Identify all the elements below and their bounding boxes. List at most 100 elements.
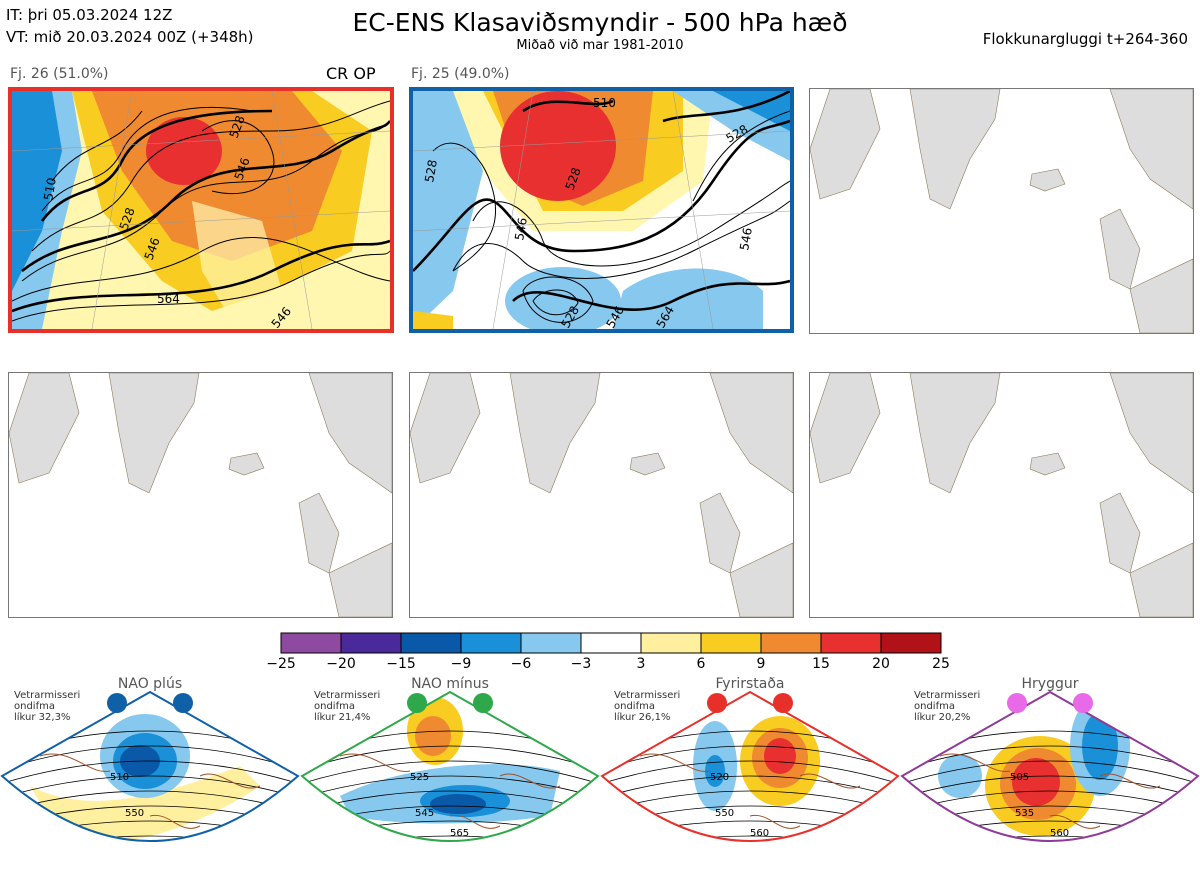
contour-label: 550 [715, 808, 734, 819]
regime-panel: Vetrarmisseri ondifma líkur 26,1% Fyrirstað… [600, 676, 900, 871]
height-contour [600, 851, 900, 868]
height-contour [902, 835, 1198, 841]
empty-map-panel [809, 372, 1194, 618]
colorbar-tick-label: 6 [696, 656, 706, 672]
anomaly-negative [1082, 712, 1118, 780]
regime-note-line: Vetrarmisseri [14, 690, 81, 701]
regime-border [0, 690, 300, 842]
regime-note-line: Vetrarmisseri [614, 690, 681, 701]
colorbar-swatch [640, 632, 702, 654]
regime-map: 510 550 [0, 690, 300, 868]
regime-border [300, 690, 600, 842]
regime-title: Fyrirstaða [715, 676, 785, 692]
regime-note-line: ondifma [314, 701, 355, 712]
regime-map: 505 535 560 [900, 690, 1200, 868]
colorbar-swatch [460, 632, 522, 654]
cluster-2-label: Fj. 25 (49.0%) [411, 66, 510, 82]
height-contour [2, 835, 298, 841]
colorbar-swatch [580, 632, 642, 654]
regime-note: Vetrarmisseri ondifma líkur 21,4% [314, 690, 380, 723]
height-contour [300, 851, 600, 868]
regime-indicator-dot [1073, 693, 1093, 713]
height-contour [902, 775, 1198, 799]
anomaly-positive [415, 716, 451, 756]
regime-note-line: Vetrarmisseri [314, 690, 381, 701]
coastline [339, 753, 561, 829]
contour-label: 520 [710, 772, 729, 783]
header-info: IT: þri 05.03.2024 12Z VT: mið 20.03.202… [6, 4, 254, 48]
regime-note-line: líkur 32,3% [14, 712, 71, 723]
anomaly-positive [1012, 758, 1060, 806]
initial-time: IT: þri 05.03.2024 12Z [6, 6, 173, 24]
height-contour [602, 775, 898, 799]
regime-note-line: ondifma [614, 701, 655, 712]
regime-field [300, 697, 600, 868]
colorbar-swatch [760, 632, 822, 654]
contour-label: 505 [1010, 772, 1029, 783]
contour-label: 545 [415, 808, 434, 819]
land-outline [810, 373, 1193, 617]
height-contour [2, 775, 298, 799]
regime-title: Hryggur [1021, 676, 1079, 692]
regime-note: Vetrarmisseri ondifma líkur 20,2% [914, 690, 980, 723]
height-contour [0, 851, 300, 868]
height-contour [602, 760, 898, 785]
page-title: EC-ENS Klasaviðsmyndir - 500 hPa hæð [352, 8, 848, 37]
regime-indicator-dot [773, 693, 793, 713]
regime-indicator-dot [1007, 693, 1027, 713]
height-contour [302, 790, 598, 813]
regime-note-line: ondifma [914, 701, 955, 712]
coastline [639, 753, 861, 829]
height-contour [602, 835, 898, 841]
valid-time: VT: mið 20.03.2024 00Z (+348h) [6, 28, 254, 46]
contour-label: 525 [410, 772, 429, 783]
colorbar-tick-label: −3 [570, 656, 592, 672]
anomaly-negative [1014, 850, 1046, 862]
cluster-1-map: 528 546 528 546 564 546 510 [8, 87, 394, 333]
anomaly-positive [30, 766, 260, 841]
colorbar-tick-label: −25 [266, 656, 296, 672]
anomaly-negative [430, 794, 486, 814]
contour-label: 535 [1015, 808, 1034, 819]
height-contour [900, 851, 1200, 868]
regime-indicator-dot [407, 693, 427, 713]
contour-label: 560 [750, 828, 769, 839]
colorbar-tick-label: 20 [872, 656, 890, 672]
regime-note: Vetrarmisseri ondifma líkur 26,1% [614, 690, 680, 723]
colorbar-tick-label: −6 [510, 656, 532, 672]
height-contour [602, 745, 898, 771]
regime-field [600, 716, 900, 868]
cluster-1-label: Fj. 26 (51.0%) [10, 66, 109, 82]
regime-indicator-dot [173, 693, 193, 713]
svg-text:564: 564 [157, 292, 180, 306]
contour-label: 510 [110, 772, 129, 783]
regime-panel: Vetrarmisseri ondifma líkur 32,3% NAO plús 5… [0, 676, 300, 871]
colorbar-tick-label: 3 [636, 656, 646, 672]
cluster-1-tag: CR OP [326, 64, 376, 83]
land-outline [810, 89, 1193, 333]
page-subtitle: Miðað við mar 1981-2010 [516, 38, 684, 53]
regime-field [0, 714, 300, 868]
colorbar-swatch [520, 632, 582, 654]
regime-note-line: ondifma [14, 701, 55, 712]
regime-border [900, 690, 1200, 842]
empty-map-panel [409, 372, 794, 618]
regime-indicator-dot [473, 693, 493, 713]
contour-label: 565 [450, 828, 469, 839]
colorbar-tick-label: −20 [326, 656, 356, 672]
svg-text:528: 528 [422, 159, 440, 184]
anomaly-positive [764, 738, 796, 774]
cluster-2-map: 510 528 528 546 528 546 528 546 564 [409, 87, 794, 333]
regime-map: 520 550 560 [600, 690, 900, 868]
colorbar-swatch [340, 632, 402, 654]
land-outline [410, 373, 793, 617]
contour-label: 550 [125, 808, 144, 819]
regime-title: NAO mínus [411, 676, 489, 692]
regime-map: 525 545 565 [300, 690, 600, 868]
regime-note: Vetrarmisseri ondifma líkur 32,3% [14, 690, 80, 723]
regime-panel: Vetrarmisseri ondifma líkur 20,2% Hryggur 50… [900, 676, 1200, 871]
regime-title: NAO plús [117, 676, 183, 692]
svg-text:510: 510 [41, 177, 59, 202]
svg-text:510: 510 [593, 96, 616, 110]
anomaly-negative [938, 754, 982, 798]
